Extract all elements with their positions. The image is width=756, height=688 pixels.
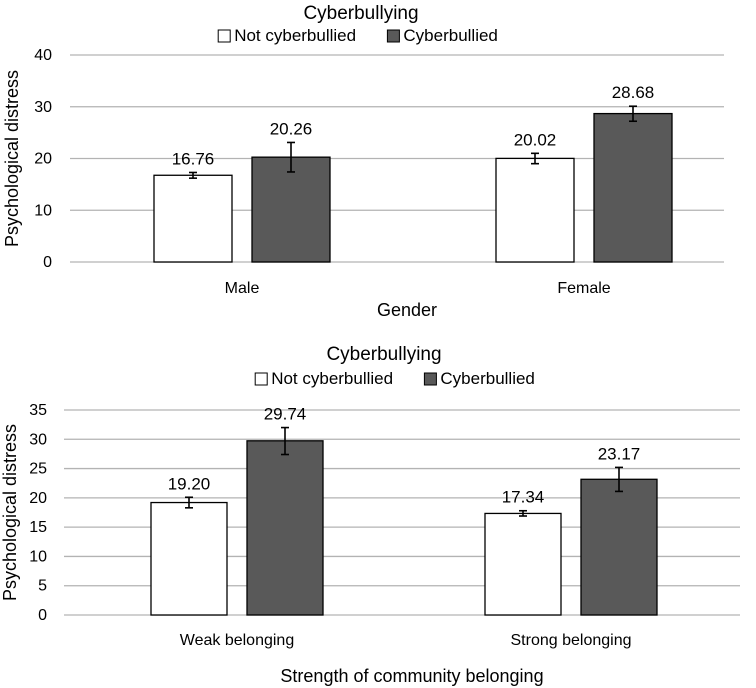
y-tick-label: 0 <box>38 607 47 624</box>
y-tick-label: 30 <box>34 99 52 116</box>
y-tick-label: 0 <box>43 254 52 271</box>
y-tick-label: 25 <box>29 461 47 478</box>
y-tick-label: 20 <box>29 490 47 507</box>
x-category-label: Male <box>225 280 260 297</box>
chart-title: Cyberbullying <box>326 344 441 365</box>
x-axis-title: Strength of community belonging <box>280 666 543 686</box>
bar-not-cyberbullied <box>495 157 575 263</box>
legend-swatch-cyberbullied <box>423 372 437 386</box>
y-tick-label: 20 <box>34 151 52 168</box>
y-tick-label: 10 <box>29 548 47 565</box>
bar-cyberbullied <box>580 478 658 616</box>
x-category-label: Strong belonging <box>511 632 632 649</box>
data-label: 28.68 <box>612 83 655 102</box>
data-label: 20.02 <box>514 130 557 149</box>
y-tick-label: 10 <box>34 202 52 219</box>
x-category-label: Weak belonging <box>180 632 294 649</box>
legend-swatch-cyberbullied <box>386 29 400 43</box>
y-axis-title: Psychological distress <box>2 70 22 247</box>
data-label: 29.74 <box>264 405 307 424</box>
legend-label-cyberbullied: Cyberbullied <box>440 369 535 388</box>
legend-label-not-cyberbullied: Not cyberbullied <box>234 26 356 45</box>
data-label: 17.34 <box>502 488 545 507</box>
bar-not-cyberbullied <box>484 512 562 616</box>
chart-2: Cyberbullying Not cyberbullied Cyberbullie… <box>0 344 740 686</box>
chart-title: Cyberbullying <box>303 3 418 24</box>
data-label: 23.17 <box>598 444 641 463</box>
bar-cyberbullied <box>246 440 324 616</box>
bar-cyberbullied <box>251 156 331 263</box>
y-tick-label: 40 <box>34 47 52 64</box>
y-tick-label: 30 <box>29 431 47 448</box>
bar-not-cyberbullied <box>153 174 233 263</box>
y-tick-label: 35 <box>29 402 47 419</box>
y-tick-label: 15 <box>29 519 47 536</box>
legend-swatch-not-cyberbullied <box>217 29 231 43</box>
chart-1: Cyberbullying Not cyberbullied Cyberbullie… <box>2 3 724 320</box>
y-tick-label: 5 <box>38 578 47 595</box>
legend-label-not-cyberbullied: Not cyberbullied <box>271 369 393 388</box>
x-category-label: Female <box>557 280 610 297</box>
bar-cyberbullied <box>593 112 673 263</box>
y-axis-title: Psychological distress <box>0 424 20 601</box>
data-label: 19.20 <box>168 474 211 493</box>
legend-label-cyberbullied: Cyberbullied <box>403 26 498 45</box>
data-label: 16.76 <box>172 149 215 168</box>
legend-swatch-not-cyberbullied <box>254 372 268 386</box>
data-label: 20.26 <box>270 119 313 138</box>
x-axis-title: Gender <box>377 300 437 320</box>
bar-not-cyberbullied <box>150 501 228 616</box>
